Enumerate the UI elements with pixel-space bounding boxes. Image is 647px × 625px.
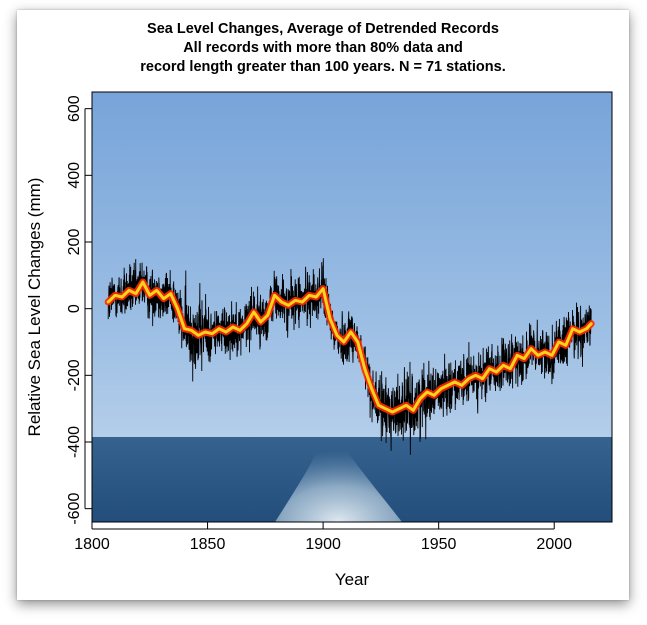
x-axis-label: Year [335,570,370,589]
x-tick-label: 1800 [74,536,110,553]
ship-wake [275,443,402,522]
x-tick-label: 1900 [305,536,341,553]
x-tick-label: 2000 [536,536,572,553]
y-tick-label: 200 [66,229,83,256]
chart-card: Sea Level Changes, Average of Detrended … [17,10,629,600]
monthly-data-line [107,258,592,455]
y-axis-label: Relative Sea Level Changes (mm) [25,178,44,437]
y-tick-label: -400 [66,426,83,458]
smoothed-line [106,280,593,414]
y-tick-label: -200 [66,359,83,391]
y-tick-label: -600 [66,493,83,525]
chart-subtitle-line-1: All records with more than 80% data and [183,40,463,56]
plot-frame [91,91,613,523]
x-tick-label: 1950 [421,536,457,553]
sea-level-chart: 1800 1850 1900 1950 2000 -600 -400 -200 0 200 400… [25,91,613,589]
y-tick-label: 0 [66,304,83,313]
monthly-data-series [107,258,592,455]
plot-background-photo [92,92,612,522]
x-axis: 1800 1850 1900 1950 2000 [74,522,572,553]
smoothed-series [104,278,595,416]
y-tick-label: 400 [66,162,83,189]
y-tick-label: 600 [66,95,83,122]
y-axis: -600 -400 -200 0 200 400 600 [66,95,92,525]
chart-title-block: Sea Level Changes, Average of Detrended … [17,20,629,77]
chart-subtitle-line-2: record length greater than 100 years. N … [140,59,506,75]
x-tick-label: 1850 [190,536,226,553]
chart-title: Sea Level Changes, Average of Detrended … [147,21,499,37]
